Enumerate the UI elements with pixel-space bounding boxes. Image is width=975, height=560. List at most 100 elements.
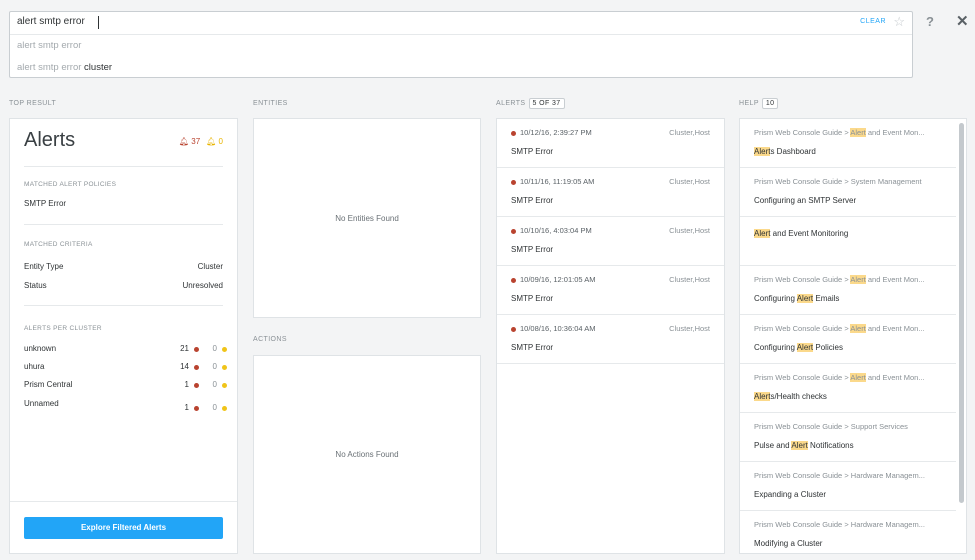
help-icon[interactable]: ?	[926, 14, 934, 29]
help-article-row[interactable]: Prism Web Console Guide > Hardware Manag…	[740, 462, 956, 511]
alert-row[interactable]: 10/08/16, 10:36:04 AM Cluster,Host SMTP …	[497, 315, 724, 364]
help-article-row[interactable]: Prism Web Console Guide > Alert and Even…	[740, 119, 956, 168]
cluster-warning-count: 0	[212, 403, 217, 412]
help-article-title: Expanding a Cluster	[754, 490, 826, 499]
alert-time: 10/12/16, 2:39:27 PM	[520, 128, 592, 137]
cluster-name: uhura	[24, 362, 45, 371]
help-article-title: Alerts/Health checks	[754, 392, 827, 401]
help-article-row[interactable]: Alert and Event Monitoring	[740, 217, 956, 266]
help-article-path: Prism Web Console Guide > Hardware Manag…	[754, 471, 925, 480]
close-icon[interactable]: ✕	[956, 13, 969, 30]
alerts-label-text: ALERTS	[496, 100, 526, 107]
star-icon[interactable]: ☆	[893, 14, 905, 29]
cluster-name: Unnamed	[24, 399, 59, 408]
alert-row[interactable]: 10/12/16, 2:39:27 PM Cluster,Host SMTP E…	[497, 119, 724, 168]
text-segment: and Event Mon...	[865, 275, 925, 284]
text-segment: and Event Mon...	[865, 324, 925, 333]
alert-time: 10/09/16, 12:01:05 AM	[520, 275, 596, 284]
suggestion-extra: cluster	[81, 62, 113, 73]
alerts-label: ALERTS 5 OF 37	[496, 98, 565, 109]
cluster-row[interactable]: uhura 14 0	[24, 362, 227, 374]
help-article-row[interactable]: Prism Web Console Guide > Support Servic…	[740, 413, 956, 462]
help-article-row[interactable]: Prism Web Console Guide > Alert and Even…	[740, 266, 956, 315]
top-result-panel: Alerts 🔔︎ 37 🔔︎ 0 MATCHED ALERT POLICIES …	[9, 118, 238, 554]
alert-entity: Cluster,Host	[669, 226, 710, 235]
highlight-match: Alert	[796, 294, 814, 303]
alert-entity: Cluster,Host	[669, 324, 710, 333]
text-segment: Prism Web Console Guide > Support Servic…	[754, 422, 908, 431]
help-article-row[interactable]: Prism Web Console Guide > Hardware Manag…	[740, 511, 956, 553]
alert-time: 10/10/16, 4:03:04 PM	[520, 226, 592, 235]
alert-row[interactable]: 10/10/16, 4:03:04 PM Cluster,Host SMTP E…	[497, 217, 724, 266]
clear-button[interactable]: CLEAR	[860, 18, 886, 25]
help-article-row[interactable]: Prism Web Console Guide > Alert and Even…	[740, 315, 956, 364]
entities-label: ENTITIES	[253, 100, 288, 107]
criteria-value: Cluster	[197, 262, 223, 271]
alert-entity: Cluster,Host	[669, 128, 710, 137]
text-segment: s Dashboard	[770, 147, 816, 156]
alert-title: SMTP Error	[511, 294, 554, 303]
criteria-key: Entity Type	[24, 262, 64, 271]
explore-filtered-alerts-button[interactable]: Explore Filtered Alerts	[24, 517, 223, 539]
help-article-row[interactable]: Prism Web Console Guide > Alert and Even…	[740, 364, 956, 413]
cluster-row[interactable]: Unnamed	[24, 399, 227, 411]
highlight-match: Alert	[850, 373, 866, 382]
no-entities-text: No Entities Found	[335, 214, 399, 223]
entities-panel: No Entities Found	[253, 118, 481, 318]
text-segment: Pulse and	[754, 441, 792, 450]
text-segment: Emails	[813, 294, 840, 303]
critical-dot	[511, 180, 516, 185]
text-segment: Policies	[813, 343, 843, 352]
cluster-warning-count: 0	[212, 362, 217, 371]
warning-count: 🔔︎ 0	[206, 137, 223, 146]
text-segment: Configuring an SMTP Server	[754, 196, 857, 205]
help-article-path: Prism Web Console Guide > Alert and Even…	[754, 373, 925, 382]
criteria-value: Unresolved	[182, 281, 223, 290]
alert-title: SMTP Error	[511, 245, 554, 254]
suggestion-base: alert smtp error	[17, 62, 82, 73]
alert-entity: Cluster,Host	[669, 275, 710, 284]
cluster-row[interactable]: unknown 21 0	[24, 344, 227, 356]
alert-row[interactable]: 10/11/16, 11:19:05 AM Cluster,Host SMTP …	[497, 168, 724, 217]
alert-row[interactable]: 10/09/16, 12:01:05 AM Cluster,Host SMTP …	[497, 266, 724, 315]
search-input[interactable]	[17, 16, 617, 27]
alert-title: SMTP Error	[511, 147, 554, 156]
highlight-match: Alert	[850, 128, 866, 137]
help-article-row[interactable]: Prism Web Console Guide > System Managem…	[740, 168, 956, 217]
divider	[24, 305, 223, 306]
text-segment: Prism Web Console Guide > Hardware Manag…	[754, 520, 925, 529]
cluster-row-counts: 1 0	[24, 403, 227, 415]
scrollbar[interactable]	[959, 123, 964, 503]
cluster-critical-count: 1	[184, 380, 189, 389]
alert-title: SMTP Error	[511, 343, 554, 352]
highlight-match: Alert	[796, 343, 814, 352]
alert-entity: Cluster,Host	[669, 177, 710, 186]
suggestion-item[interactable]: alert smtp error cluster	[10, 57, 912, 79]
text-segment: and Event Mon...	[865, 128, 925, 137]
criteria-key: Status	[24, 281, 47, 290]
warning-dot	[222, 406, 227, 411]
matched-policies-label: MATCHED ALERT POLICIES	[24, 181, 117, 188]
actions-label: ACTIONS	[253, 336, 287, 343]
top-result-title[interactable]: Alerts	[24, 129, 76, 151]
help-article-path: Prism Web Console Guide > Alert and Even…	[754, 128, 925, 137]
critical-dot	[194, 383, 199, 388]
critical-count: 🔔︎ 37	[178, 137, 201, 146]
suggestion-item[interactable]: alert smtp error	[10, 35, 912, 57]
cluster-name: unknown	[24, 344, 57, 353]
help-article-path: Prism Web Console Guide > Support Servic…	[754, 422, 908, 431]
text-segment: and Event Mon...	[865, 373, 925, 382]
critical-dot	[511, 229, 516, 234]
text-segment: Configuring	[754, 343, 797, 352]
cluster-warning-count: 0	[212, 380, 217, 389]
cluster-critical-count: 14	[180, 362, 189, 371]
critical-dot	[194, 406, 199, 411]
cluster-row[interactable]: Prism Central 1 0	[24, 380, 227, 392]
highlight-match: Alert	[754, 229, 771, 238]
warning-dot	[222, 365, 227, 370]
critical-dot	[194, 347, 199, 352]
actions-panel: No Actions Found	[253, 355, 481, 554]
critical-dot	[194, 365, 199, 370]
help-article-path: Prism Web Console Guide > Alert and Even…	[754, 275, 925, 284]
help-article-path: Prism Web Console Guide > Alert and Even…	[754, 324, 925, 333]
